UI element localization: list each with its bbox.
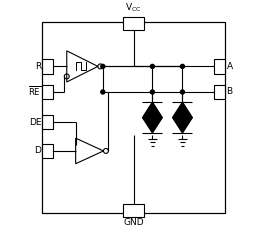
Text: DE: DE (29, 117, 41, 126)
Polygon shape (142, 102, 162, 117)
Circle shape (150, 64, 154, 68)
Bar (214, 59, 225, 74)
Text: D: D (34, 147, 41, 155)
Bar (42, 59, 53, 74)
Text: R: R (35, 62, 41, 71)
Circle shape (150, 90, 154, 94)
Polygon shape (142, 117, 162, 133)
Circle shape (180, 64, 184, 68)
Bar (42, 22, 225, 213)
Polygon shape (172, 102, 193, 117)
Text: A: A (226, 62, 233, 71)
Text: GND: GND (123, 218, 144, 227)
Text: $\overline{\rm RE}$: $\overline{\rm RE}$ (28, 84, 41, 98)
Bar (214, 85, 225, 99)
Text: B: B (226, 87, 233, 96)
Bar (42, 85, 53, 99)
Bar (42, 144, 53, 158)
Text: V$_{\mathregular{CC}}$: V$_{\mathregular{CC}}$ (125, 2, 142, 14)
Bar (42, 115, 53, 129)
Circle shape (101, 90, 105, 94)
Bar (124, 204, 143, 217)
Circle shape (180, 90, 184, 94)
Circle shape (101, 64, 105, 68)
Polygon shape (172, 117, 193, 133)
Bar (124, 17, 143, 30)
